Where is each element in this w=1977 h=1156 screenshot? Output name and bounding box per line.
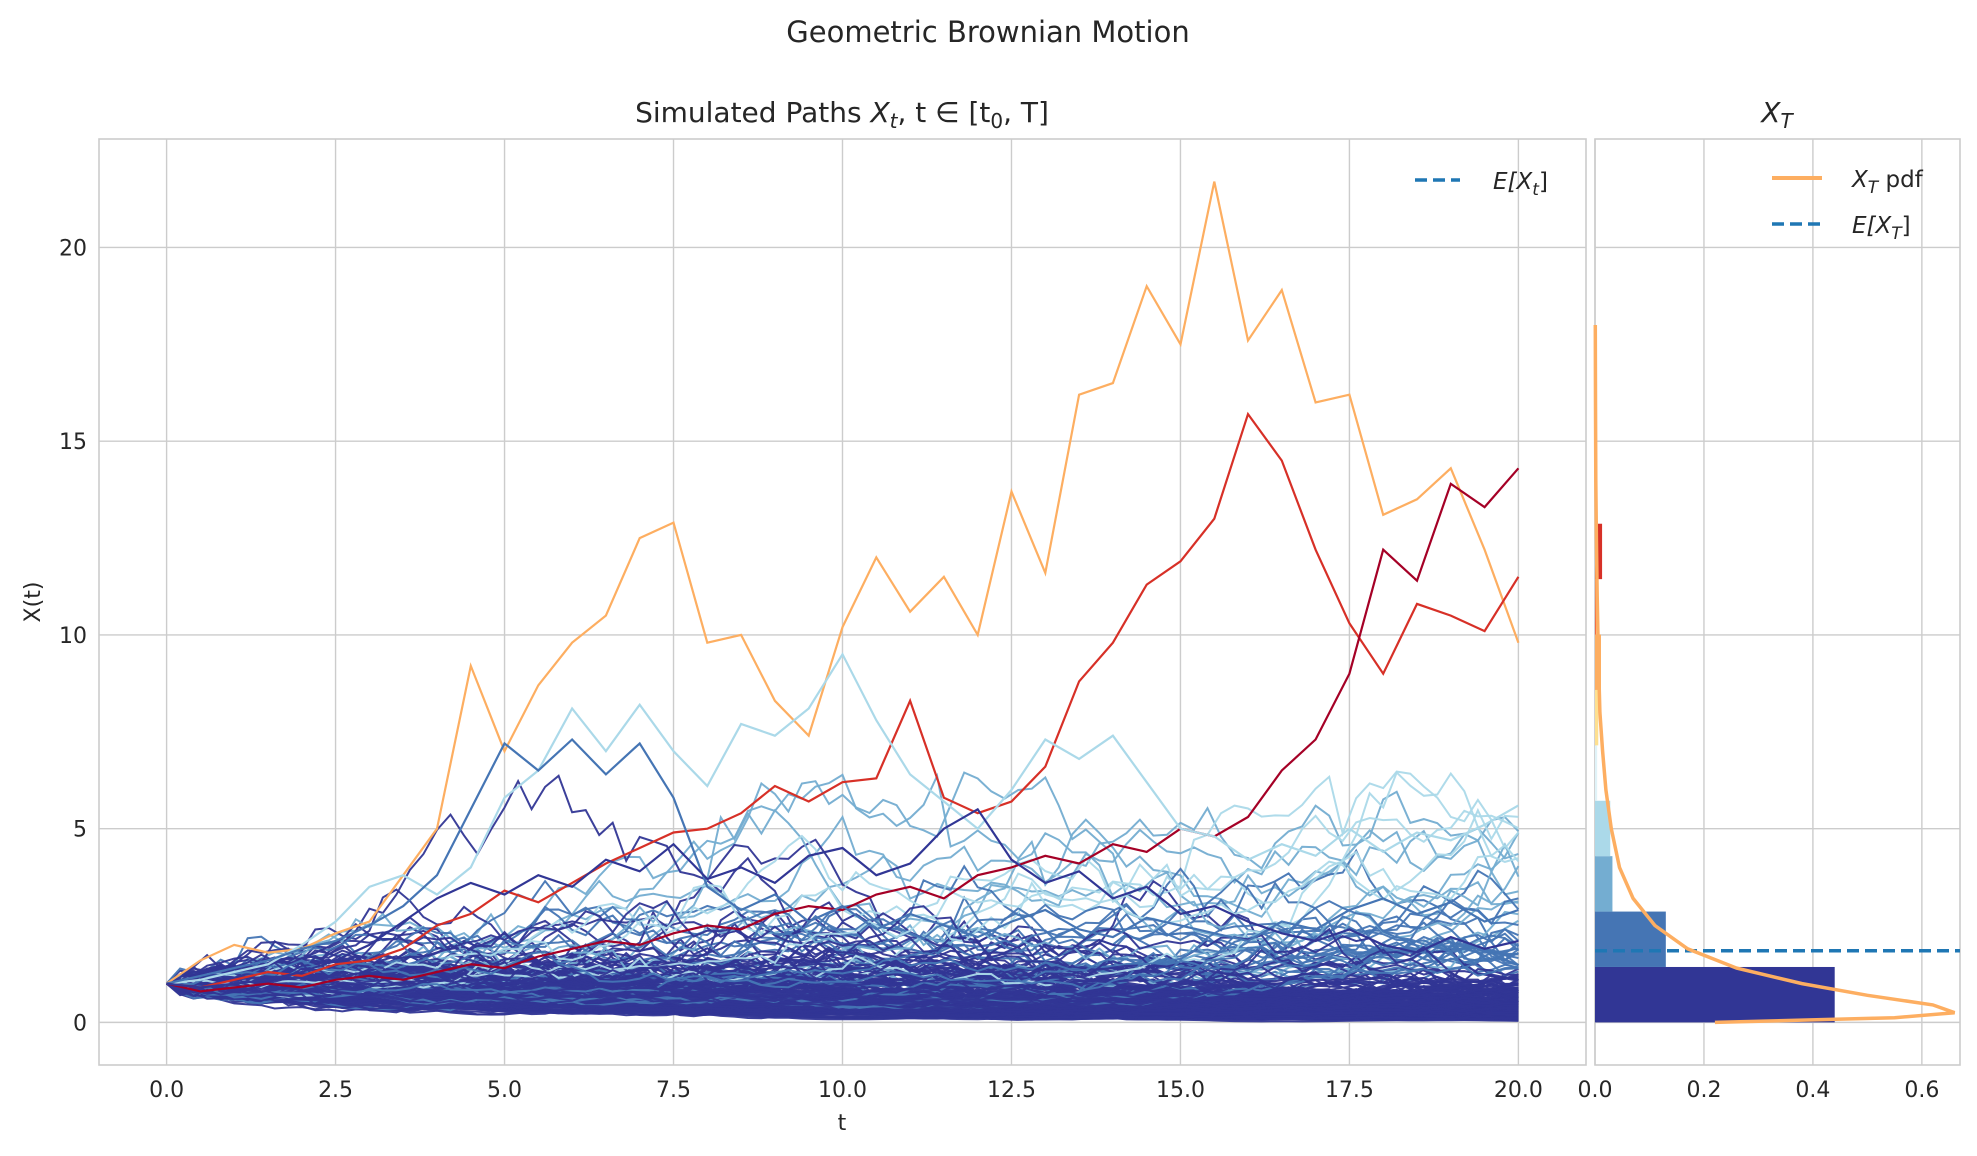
hist-legend-label-pdf: XT pdf bbox=[1851, 167, 1924, 198]
series-path_blue bbox=[166, 737, 1519, 985]
hist-bar bbox=[1595, 966, 1835, 1023]
bulk-path bbox=[166, 970, 1519, 1019]
bulk-path bbox=[166, 977, 1519, 1017]
hist-xtick-label: 0.4 bbox=[1795, 1078, 1830, 1103]
bulk-path bbox=[166, 927, 1519, 1009]
bulk-path bbox=[166, 982, 1519, 1014]
paths-bulk-series bbox=[165, 770, 1520, 1023]
paths-xlabel: t bbox=[838, 1111, 847, 1136]
bulk-path bbox=[166, 843, 1520, 989]
bulk-path bbox=[166, 807, 1519, 998]
paths-panel: 0.0 2.5 5.0 7.5 10.0 12.5 15.0 17.5 20.0 0 5 10 15 20… bbox=[21, 96, 1587, 1136]
paths-tick-labels: 0.0 2.5 5.0 7.5 10.0 12.5 15.0 17.5 20.0 0 5 10 15 20 bbox=[59, 236, 1543, 1103]
hist-pdf-line bbox=[1593, 324, 1956, 1025]
paths-xtick-label: 2.5 bbox=[318, 1078, 353, 1103]
paths-ytick-label: 10 bbox=[59, 624, 87, 649]
hist-bar bbox=[1595, 911, 1666, 967]
hist-panel: 0.0 0.2 0.4 0.6 XT XT pdf E[XT] bbox=[1578, 96, 1961, 1103]
hist-legend: XT pdf E[XT] bbox=[1772, 167, 1924, 244]
paths-xtick-label: 5.0 bbox=[487, 1078, 522, 1103]
paths-highlighted-series bbox=[165, 181, 1520, 993]
hist-bar bbox=[1595, 523, 1603, 580]
paths-ytick-label: 0 bbox=[73, 1011, 87, 1036]
hist-xtick-label: 0.0 bbox=[1578, 1078, 1613, 1103]
paths-xtick-label: 15.0 bbox=[1156, 1078, 1205, 1103]
paths-legend-label-expected: E[Xt] bbox=[1493, 169, 1548, 200]
bulk-path bbox=[166, 899, 1519, 991]
series-path_red bbox=[166, 411, 1520, 989]
hist-xtick-label: 0.2 bbox=[1686, 1078, 1721, 1103]
hist-pdf-curve bbox=[1593, 324, 1956, 1025]
hist-bar bbox=[1595, 800, 1611, 857]
bulk-path bbox=[166, 922, 1519, 1013]
bulk-path bbox=[166, 899, 1520, 999]
paths-ytick-label: 15 bbox=[59, 430, 87, 455]
paths-ylabel: X(t) bbox=[21, 582, 46, 623]
bulk-path bbox=[166, 964, 1519, 1007]
paths-xtick-label: 20.0 bbox=[1494, 1078, 1543, 1103]
hist-bar bbox=[1595, 745, 1598, 801]
paths-legend: E[Xt] bbox=[1415, 169, 1548, 200]
paths-xtick-label: 10.0 bbox=[818, 1078, 867, 1103]
paths-xtick-label: 7.5 bbox=[656, 1078, 691, 1103]
bulk-path bbox=[166, 867, 1519, 989]
bulk-path bbox=[166, 790, 1519, 990]
paths-xtick-label: 12.5 bbox=[987, 1078, 1036, 1103]
series-path_orange bbox=[165, 181, 1520, 985]
hist-bar bbox=[1595, 856, 1613, 912]
hist-bar bbox=[1595, 579, 1597, 635]
series-path_lightblue bbox=[166, 652, 1519, 985]
paths-xtick-label: 0.0 bbox=[149, 1078, 184, 1103]
bulk-path bbox=[166, 959, 1519, 995]
paths-ytick-label: 20 bbox=[59, 236, 87, 261]
figure-suptitle: Geometric Brownian Motion bbox=[786, 15, 1189, 49]
bulk-path bbox=[166, 809, 1519, 985]
hist-bar bbox=[1595, 689, 1599, 746]
series-path_navy bbox=[166, 807, 1519, 989]
series-path_darkred bbox=[166, 467, 1520, 993]
hist-tick-labels: 0.0 0.2 0.4 0.6 bbox=[1578, 1078, 1940, 1103]
bulk-path bbox=[166, 946, 1519, 991]
hist-xtick-label: 0.6 bbox=[1904, 1078, 1939, 1103]
paths-ytick-label: 5 bbox=[73, 818, 87, 843]
hist-legend-label-expected: E[XT] bbox=[1852, 213, 1911, 244]
hist-title: XT bbox=[1759, 96, 1794, 133]
hist-plot-area bbox=[1594, 138, 1961, 1066]
bulk-path bbox=[166, 960, 1519, 1017]
bulk-path bbox=[166, 978, 1519, 1002]
paths-title: Simulated Paths Xt, t ∈ [t0, T] bbox=[635, 96, 1049, 133]
paths-xtick-label: 17.5 bbox=[1325, 1078, 1374, 1103]
